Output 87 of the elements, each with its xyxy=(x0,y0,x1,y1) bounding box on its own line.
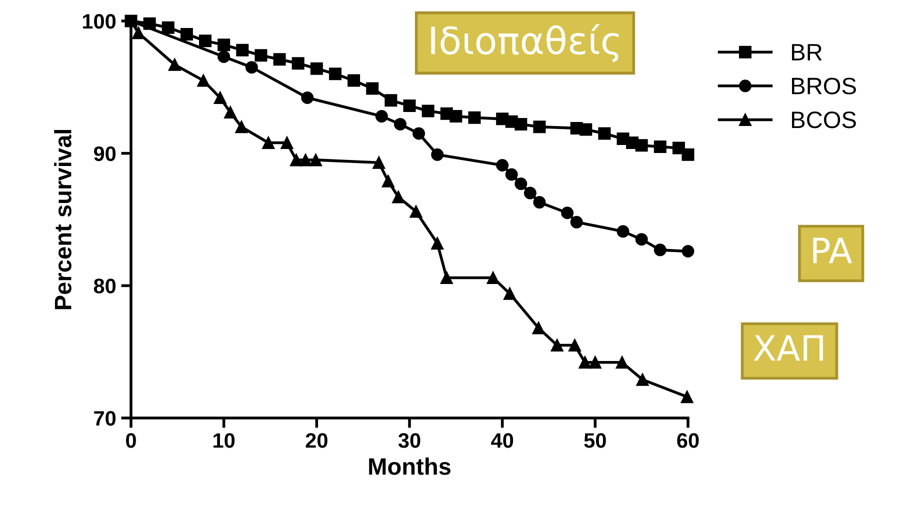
point xyxy=(412,127,426,140)
point xyxy=(299,154,312,166)
point xyxy=(636,373,649,386)
point xyxy=(504,287,516,300)
point xyxy=(654,244,666,256)
point xyxy=(180,28,193,40)
point xyxy=(422,104,434,118)
point xyxy=(514,118,528,130)
point xyxy=(524,186,536,200)
point xyxy=(394,118,406,130)
point xyxy=(431,148,444,161)
x-tick-label: 10 xyxy=(214,433,235,448)
point xyxy=(309,154,322,166)
point xyxy=(328,68,342,80)
point xyxy=(403,99,416,112)
point xyxy=(440,271,453,284)
point xyxy=(218,38,230,52)
point xyxy=(301,92,314,104)
point xyxy=(578,356,592,369)
point xyxy=(598,127,611,140)
x-tick-label: 50 xyxy=(584,433,606,448)
point xyxy=(236,44,249,56)
point xyxy=(570,216,583,228)
point xyxy=(654,140,666,153)
point xyxy=(533,196,546,209)
point xyxy=(162,21,174,34)
point xyxy=(410,205,422,218)
legend-label: BR xyxy=(792,44,822,60)
point xyxy=(372,156,386,169)
point xyxy=(635,233,648,246)
point xyxy=(496,158,509,172)
point xyxy=(382,174,394,188)
x-tick-label: 30 xyxy=(398,433,420,448)
point xyxy=(199,34,212,48)
point xyxy=(550,338,564,352)
x-tick-label: 60 xyxy=(677,433,699,448)
point xyxy=(616,225,630,238)
point xyxy=(680,390,694,404)
point xyxy=(310,62,323,75)
point xyxy=(616,356,628,369)
y-tick-label: 90 xyxy=(94,146,116,162)
point xyxy=(505,168,518,181)
point xyxy=(392,190,405,204)
point xyxy=(682,148,694,161)
point xyxy=(197,74,210,87)
point xyxy=(514,178,528,190)
point xyxy=(532,322,545,334)
point xyxy=(218,50,230,63)
point xyxy=(375,110,388,123)
x-tick-label: 40 xyxy=(491,433,514,448)
point xyxy=(132,26,145,40)
point xyxy=(384,94,398,107)
point xyxy=(366,82,379,95)
point xyxy=(588,356,602,369)
point xyxy=(273,53,286,66)
y-tick-label: 80 xyxy=(94,278,116,294)
point xyxy=(214,92,226,104)
point xyxy=(533,120,546,134)
point xyxy=(224,106,237,119)
point xyxy=(280,136,294,149)
point xyxy=(431,237,444,250)
x-axis-title: Months xyxy=(369,458,450,475)
legend-label: BROS xyxy=(792,78,856,94)
point xyxy=(561,206,574,220)
point xyxy=(468,111,481,124)
point xyxy=(292,57,304,70)
point xyxy=(568,338,581,352)
x-tick-label: 20 xyxy=(306,433,328,448)
text: ΧΑΠ xyxy=(754,335,823,361)
point xyxy=(254,49,268,62)
point xyxy=(262,136,275,149)
point xyxy=(450,110,462,123)
point xyxy=(635,139,648,152)
point xyxy=(486,271,500,284)
point xyxy=(245,61,258,74)
legend-label: BCOS xyxy=(792,112,856,128)
y-tick-label: 100 xyxy=(82,14,116,29)
point xyxy=(348,74,360,87)
point xyxy=(682,245,694,258)
point xyxy=(580,123,592,136)
point xyxy=(235,120,248,134)
y-tick-label: 70 xyxy=(94,411,116,426)
annotation: Ιδιοπαθείς xyxy=(431,24,619,62)
text: PA xyxy=(813,238,852,264)
x-tick-label: 0 xyxy=(126,433,136,448)
y-axis-title: Percent survival xyxy=(54,130,72,310)
point xyxy=(168,58,181,71)
